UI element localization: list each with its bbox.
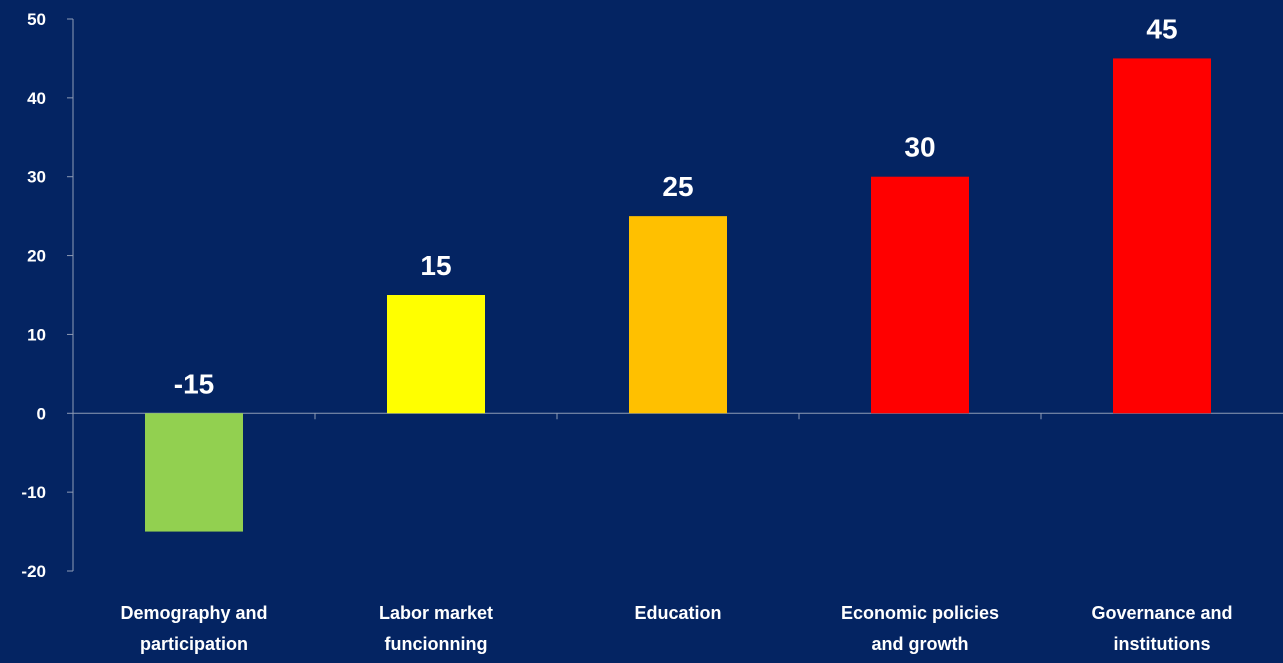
- chart-labels: -15 Demography and participation 15 Labor ma…: [120, 13, 1232, 654]
- category-label: Education: [634, 603, 721, 623]
- bar: [629, 216, 727, 414]
- category-label-line: participation: [140, 634, 248, 654]
- y-tick-label: 0: [37, 404, 46, 423]
- data-label: 45: [1146, 13, 1177, 44]
- category-label-line: and growth: [872, 634, 969, 654]
- category-label-line: Demography and: [120, 603, 267, 623]
- y-tick-label: 40: [27, 89, 46, 108]
- category-label-line: Economic policies: [841, 603, 999, 623]
- category-label: Demography and participation: [120, 603, 267, 654]
- bar: [871, 176, 969, 414]
- bar: [387, 295, 485, 414]
- y-tick-label: 50: [27, 10, 46, 29]
- category-label: Labor market funcionning: [379, 603, 493, 654]
- y-tick-label: -10: [21, 483, 46, 502]
- y-tick-label: 20: [27, 247, 46, 266]
- y-tick-label: -20: [21, 562, 46, 581]
- y-tick-label: 10: [27, 325, 46, 344]
- bar: [145, 413, 243, 532]
- data-label: 25: [662, 171, 693, 202]
- category-label: Economic policies and growth: [841, 603, 999, 654]
- category-label-line: Governance and: [1091, 603, 1232, 623]
- bar: [1113, 58, 1211, 414]
- data-label: 30: [904, 132, 935, 163]
- category-label-line: Education: [634, 603, 721, 623]
- data-label: 15: [420, 250, 451, 281]
- category-label: Governance and institutions: [1091, 603, 1232, 654]
- category-label-line: Labor market: [379, 603, 493, 623]
- y-tick-label: 30: [27, 168, 46, 187]
- chart-bars: [145, 58, 1211, 532]
- category-label-line: funcionning: [385, 634, 488, 654]
- category-label-line: institutions: [1114, 634, 1211, 654]
- data-label: -15: [174, 368, 214, 399]
